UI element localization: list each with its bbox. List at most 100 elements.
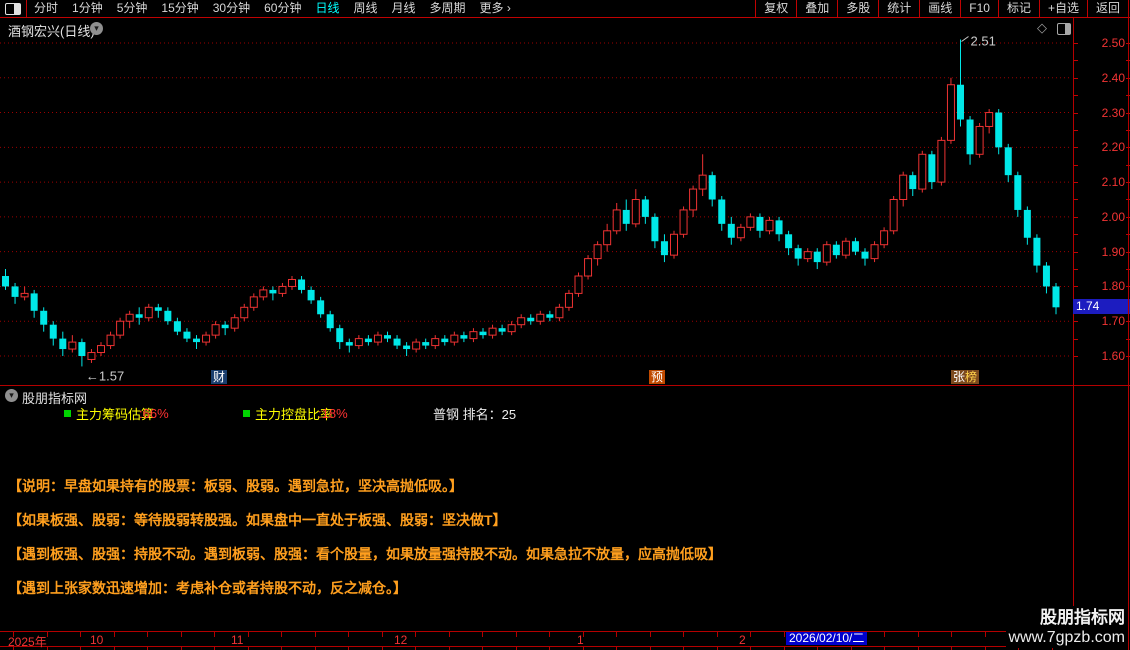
toolbar-action-button[interactable]: +自选	[1038, 0, 1087, 17]
period-tab[interactable]: 月线	[391, 1, 416, 15]
candle-body	[1033, 237, 1041, 266]
event-marker[interactable]: 张榜	[951, 370, 980, 384]
legend-main-chips: 主力筹码估算 :66%	[64, 406, 169, 422]
candle-body	[1014, 175, 1022, 210]
month-label: 2	[739, 633, 746, 647]
period-tab[interactable]: 日线	[315, 1, 340, 15]
watermark: 股朋指标网 www.7gpzb.com	[1005, 606, 1128, 648]
panel-layout-icon[interactable]	[1057, 23, 1071, 35]
candlestick-chart[interactable]: 2.51 ←1.57	[0, 18, 1072, 386]
legend-square-icon	[64, 409, 71, 417]
candle-body	[441, 338, 449, 343]
period-tab[interactable]: 1分钟	[72, 1, 103, 15]
date-tick	[582, 647, 584, 650]
price-axis-label: 2.00	[1101, 209, 1125, 224]
legend-label: 主力控盘比率	[255, 406, 334, 422]
candle-body	[718, 199, 726, 224]
candle-body	[298, 279, 306, 290]
date-tick	[482, 647, 483, 650]
price-tick	[1074, 42, 1078, 44]
toolbar-actions: 复权 叠加 多股 统计 画线 F10 标记 +自选 返回	[755, 0, 1129, 17]
price-axis-label: 2.30	[1101, 105, 1125, 120]
candle-body	[479, 331, 487, 336]
event-marker[interactable]: 预	[649, 370, 666, 384]
period-tab[interactable]: 周线	[353, 1, 378, 15]
sidebar-toggle-button[interactable]	[0, 0, 27, 17]
month-label: 10	[90, 633, 104, 647]
month-label: 1	[577, 633, 584, 647]
price-axis-label: 2.20	[1101, 140, 1125, 155]
date-tick	[381, 632, 383, 637]
price-tick	[1074, 321, 1078, 323]
toolbar-action-button[interactable]: F10	[960, 0, 998, 17]
candle-body	[116, 320, 125, 336]
period-tab[interactable]: 60分钟	[264, 1, 302, 15]
candle-body	[364, 338, 372, 343]
candle-body	[30, 293, 38, 311]
date-tick	[13, 632, 14, 637]
low-annotation: ←1.57	[86, 368, 124, 383]
collapse-indicator-icon[interactable]: ▾	[5, 389, 18, 402]
candle-body	[97, 345, 105, 354]
candle-body	[957, 84, 964, 120]
candle-body	[813, 251, 821, 263]
date-tick	[214, 632, 215, 637]
candle-body	[1052, 286, 1060, 308]
price-tick	[1074, 182, 1078, 184]
period-tab[interactable]: 15分钟	[161, 1, 199, 15]
toolbar-action-button[interactable]: 统计	[878, 0, 919, 17]
toolbar-action-button[interactable]: 叠加	[796, 0, 837, 17]
period-tab[interactable]: 5分钟	[116, 1, 148, 15]
date-tick	[113, 647, 115, 650]
candle-body	[288, 278, 296, 287]
candle-body	[756, 216, 764, 231]
period-tab[interactable]: 30分钟	[212, 1, 251, 15]
period-tab[interactable]: 更多 ›	[479, 1, 511, 15]
candle-body	[40, 310, 48, 325]
date-tick	[415, 647, 416, 650]
toolbar-action-button[interactable]: 复权	[755, 0, 796, 17]
candle-body	[564, 292, 573, 308]
candle-body	[269, 289, 277, 294]
candle-body	[946, 84, 955, 141]
candle-body	[460, 335, 468, 339]
date-tick	[180, 647, 182, 650]
candle-body	[373, 334, 382, 343]
strategy-note-line: 【遇到板强、股强：持股不动。遇到板弱、股强：看个股量，如果放量强持股不动。如果急…	[8, 546, 722, 562]
price-axis-label: 2.50	[1101, 35, 1125, 50]
candle-body	[775, 220, 783, 235]
toolbar-action-button[interactable]: 返回	[1086, 0, 1128, 17]
period-tab[interactable]: 分时	[34, 1, 59, 15]
date-tick	[616, 647, 617, 650]
price-tick	[1074, 77, 1078, 79]
current-price-tag: 1.74	[1073, 299, 1130, 315]
candle-body	[412, 341, 421, 350]
candle-body	[221, 324, 229, 329]
candle-body	[393, 338, 401, 346]
legend-control-ratio: 主力控盘比率 :18%	[243, 406, 348, 422]
event-marker[interactable]: 财	[211, 370, 228, 384]
toolbar-action-button[interactable]: 多股	[837, 0, 878, 17]
candle-body	[49, 324, 57, 339]
toolbar-action-button[interactable]: 标记	[997, 0, 1039, 17]
date-axis: 2025年 10 11 12 1 2	[0, 631, 1073, 650]
date-tick	[180, 632, 182, 637]
date-tick	[247, 632, 249, 637]
candle-body	[345, 342, 353, 346]
candle-body	[106, 334, 115, 347]
candle-body	[403, 345, 411, 350]
date-tick	[1051, 647, 1053, 650]
chevron-down-icon[interactable]: ▾	[90, 22, 103, 35]
candle-body	[689, 188, 698, 211]
candle-body	[507, 324, 516, 333]
candle-body	[87, 352, 96, 360]
diamond-icon[interactable]: ◇	[1037, 20, 1047, 35]
period-tab[interactable]: 多周期	[429, 1, 466, 15]
date-tick	[951, 647, 952, 650]
legend-label: 主力筹码估算	[76, 406, 155, 422]
date-tick	[415, 632, 416, 637]
toolbar-action-button[interactable]: 画线	[919, 0, 960, 17]
sector-rank-text: 普钢 排名：25	[433, 407, 517, 422]
price-tick	[1074, 269, 1078, 271]
